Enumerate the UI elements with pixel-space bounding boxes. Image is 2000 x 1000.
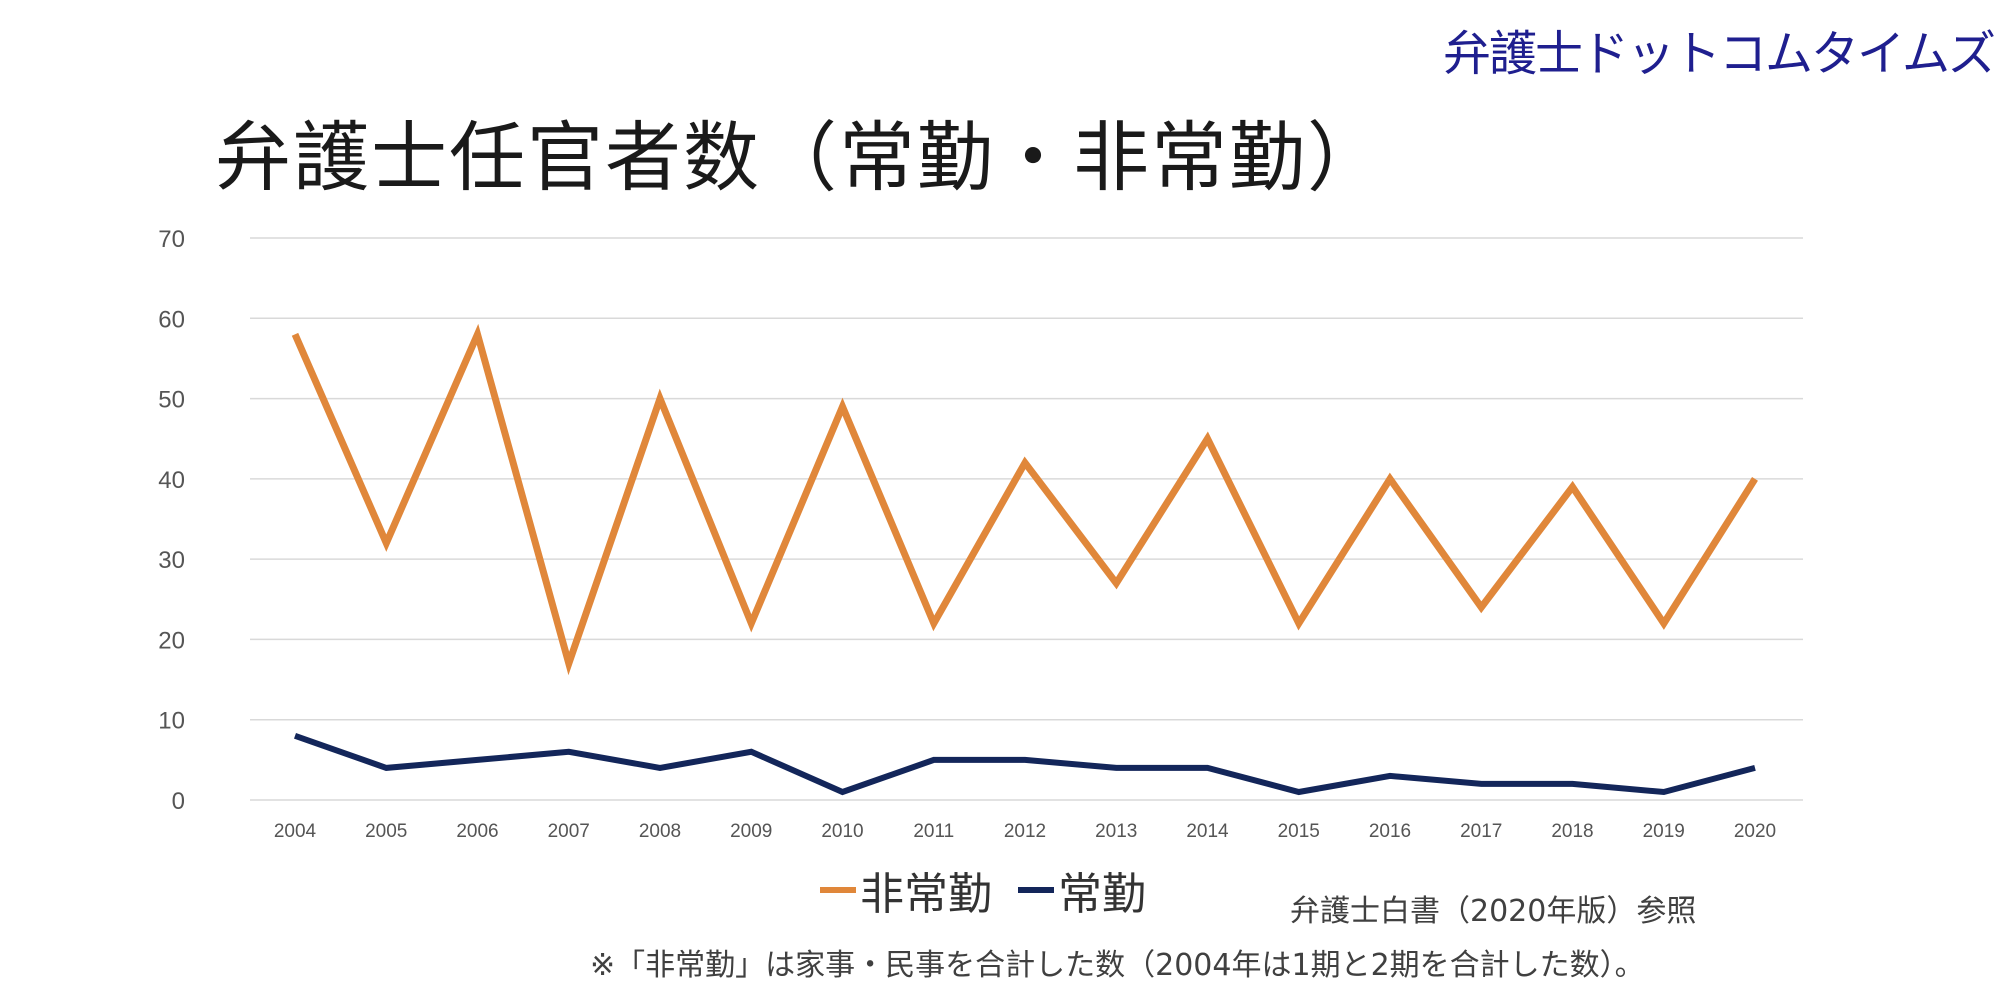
x-tick-label: 2007 <box>548 821 590 842</box>
chart-title: 弁護士任官者数（常勤・非常勤） <box>215 113 1385 202</box>
legend-label-series-1: 常勤 <box>1058 869 1146 920</box>
source-note: 弁護士白書（2020年版）参照 <box>1290 894 1697 929</box>
legend-item-series-1: 常勤 <box>1018 858 1146 922</box>
x-tick-label: 2016 <box>1369 821 1411 842</box>
y-tick-label: 20 <box>158 627 185 654</box>
x-tick-label: 2010 <box>821 821 863 842</box>
x-axis-ticks: 2004 2005 2006 2007 2008 2009 2010 2011 2012 2013… <box>274 821 1776 842</box>
line-chart: 0 10 20 30 40 50 60 70 2004 2005 2006 2007 2008 2009… <box>158 226 1803 842</box>
series-line-0 <box>291 323 1758 676</box>
legend: 非常勤 常勤 <box>820 858 1172 922</box>
y-tick-label: 70 <box>158 226 185 253</box>
x-tick-label: 2014 <box>1186 821 1229 842</box>
legend-label-series-0: 非常勤 <box>860 869 992 920</box>
legend-item-series-0: 非常勤 <box>820 858 992 922</box>
x-tick-label: 2017 <box>1460 821 1502 842</box>
x-tick-label: 2004 <box>274 821 317 842</box>
x-tick-label: 2020 <box>1734 821 1776 842</box>
x-tick-label: 2009 <box>730 821 772 842</box>
x-tick-label: 2011 <box>913 821 954 842</box>
y-tick-label: 30 <box>158 547 185 574</box>
x-tick-label: 2005 <box>365 821 407 842</box>
series-line-1 <box>294 732 1756 796</box>
gridlines <box>250 237 1803 801</box>
y-tick-label: 60 <box>158 306 185 333</box>
y-tick-label: 40 <box>158 467 185 494</box>
x-tick-label: 2015 <box>1278 821 1320 842</box>
y-tick-label: 10 <box>158 708 185 735</box>
y-axis-ticks: 0 10 20 30 40 50 60 70 <box>158 226 185 815</box>
brand-logo-text: 弁護士ドットコムタイムズ <box>1442 26 1996 82</box>
x-tick-label: 2006 <box>456 821 498 842</box>
x-tick-label: 2013 <box>1095 821 1137 842</box>
x-tick-label: 2008 <box>639 821 681 842</box>
y-tick-label: 50 <box>158 387 185 414</box>
y-tick-label: 0 <box>172 788 185 815</box>
x-tick-label: 2012 <box>1004 821 1046 842</box>
x-tick-label: 2018 <box>1551 821 1593 842</box>
footnote: ※「非常勤」は家事・民事を合計した数（2004年は1期と2期を合計した数）。 <box>590 948 1645 983</box>
series-lines <box>291 323 1758 796</box>
x-tick-label: 2019 <box>1643 821 1685 842</box>
legend-swatch-series-0 <box>820 887 856 893</box>
legend-swatch-series-1 <box>1018 887 1054 893</box>
